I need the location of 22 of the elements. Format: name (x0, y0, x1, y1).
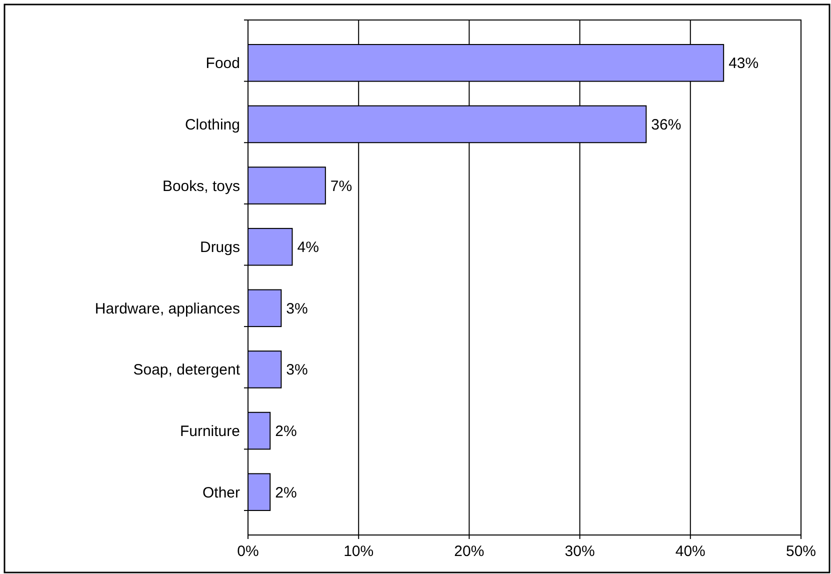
data-label: 7% (330, 178, 352, 195)
y-tick-label: Clothing (184, 116, 240, 134)
y-tick-label: Food (206, 55, 240, 72)
data-label: 4% (297, 239, 319, 256)
data-label: 3% (286, 300, 308, 318)
y-tick-label: Drugs (200, 239, 240, 256)
x-tick-label: 50% (786, 543, 816, 560)
data-label: 3% (286, 362, 308, 379)
x-tick-label: 30% (564, 543, 595, 560)
x-tick-label: 20% (454, 543, 484, 560)
y-tick-label: Other (202, 484, 240, 502)
data-label: 36% (651, 116, 682, 134)
x-tick-label: 0% (237, 543, 259, 560)
data-label: 2% (275, 423, 297, 440)
y-tick-label: Books, toys (162, 178, 240, 195)
y-tick-label: Soap, detergent (133, 362, 241, 379)
y-tick-label: Hardware, appliances (94, 300, 240, 318)
data-label: 2% (275, 484, 297, 502)
x-tick-label: 10% (344, 543, 374, 560)
x-tick-label: 40% (675, 543, 706, 560)
data-label: 43% (728, 55, 759, 72)
y-tick-label: Furniture (180, 423, 240, 440)
